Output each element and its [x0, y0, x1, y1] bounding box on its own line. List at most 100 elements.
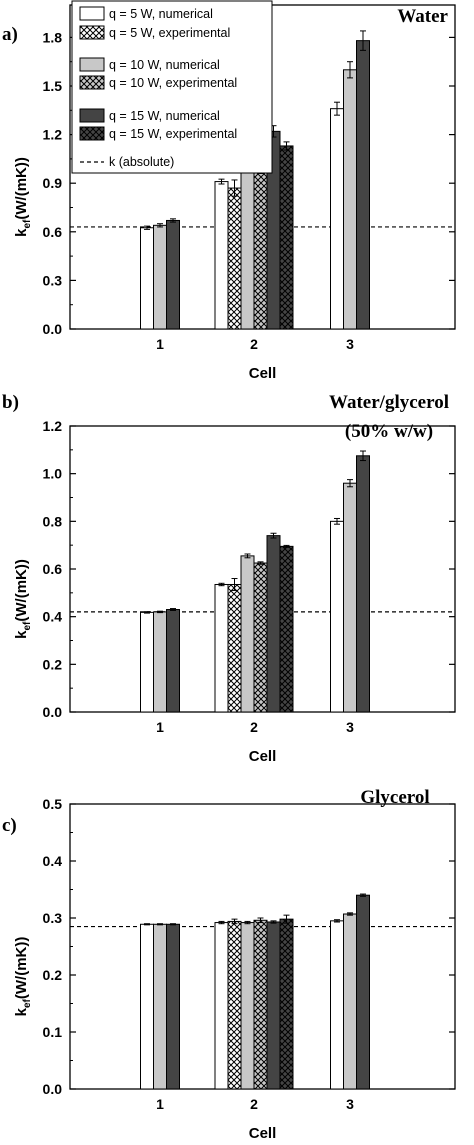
bar-q10num — [343, 69, 357, 330]
y-tick-label: 1.0 — [43, 466, 63, 482]
panel-label: c) — [2, 815, 17, 836]
chart-panel-3: 0.0 0.1 0.2 0.3 0.4 0.5 1 2 3 Cell kef(W/(mK)) c) Gl… — [2, 787, 456, 1142]
x-tick-label: 2 — [250, 336, 258, 352]
bar-q15num — [356, 455, 370, 713]
bar-q10num — [240, 151, 255, 330]
bar-q15num — [266, 535, 281, 713]
bar-q5num — [140, 923, 154, 1090]
y-tick-label: 1.2 — [43, 127, 63, 143]
bar-q10exp — [253, 562, 268, 713]
legend-swatch — [79, 75, 105, 90]
legend: q = 5 W, numerical q = 5 W, experimental q… — [71, 0, 273, 174]
x-tick-label: 3 — [346, 336, 354, 352]
y-tick-label: 0.0 — [43, 1081, 63, 1097]
y-tick-label: 1.2 — [43, 418, 63, 434]
chart-panel-2: 0.0 0.2 0.4 0.6 0.8 1.0 1.2 1 2 3 Cell kef(W/(mK)) b… — [2, 392, 456, 765]
bar-q15num — [166, 609, 180, 713]
legend-label: q = 10 W, numerical — [109, 58, 220, 72]
x-tick-label: 1 — [156, 336, 164, 352]
bar-q15num — [356, 894, 370, 1090]
y-tick-label: 0.3 — [43, 272, 63, 288]
y-tick-label: 0.0 — [43, 704, 63, 720]
y-tick-label: 0.8 — [43, 513, 63, 529]
bar-q10exp — [253, 161, 268, 330]
y-axis-label-unit: (W/(mK)) — [13, 559, 30, 621]
y-tick-label: 0.3 — [43, 910, 63, 926]
bar-q5num — [330, 920, 344, 1090]
legend-swatch — [79, 25, 105, 40]
panel-label: a) — [2, 24, 18, 45]
bar-q15num — [356, 40, 370, 330]
y-axis-label-sub: ef — [22, 219, 33, 229]
bar-q5exp — [227, 187, 242, 330]
bar-q15num — [166, 923, 180, 1090]
panel-label: b) — [2, 392, 19, 413]
y-tick-label: 0.4 — [43, 609, 63, 625]
bar-q10num — [343, 482, 357, 713]
chart-title: Water/glycerol — [329, 392, 449, 413]
x-tick-label: 2 — [250, 719, 258, 735]
legend-box — [71, 0, 273, 174]
legend-swatch — [79, 57, 105, 72]
bar-q15exp — [279, 545, 294, 713]
bar-q5exp — [227, 920, 242, 1090]
x-axis-label: Cell — [249, 1125, 277, 1142]
bar-q5num — [214, 583, 229, 713]
y-tick-label: 0.1 — [43, 1024, 63, 1040]
y-axis-label-unit: (W/(mK)) — [13, 157, 30, 219]
bar-q10num — [153, 923, 167, 1090]
x-tick-label: 3 — [346, 1096, 354, 1112]
bar-q15num — [266, 921, 281, 1090]
y-tick-label: 0.2 — [43, 967, 63, 983]
bar-q10num — [153, 611, 167, 713]
legend-swatch — [79, 108, 105, 123]
legend-label: q = 15 W, numerical — [109, 109, 220, 123]
y-tick-label: 0.2 — [43, 656, 63, 672]
bar-q10num — [153, 224, 167, 330]
x-tick-label: 1 — [156, 1096, 164, 1112]
legend-swatch — [79, 6, 105, 21]
y-axis-label-sub: ef — [22, 621, 33, 631]
bar-q5num — [140, 227, 154, 330]
bar-q10num — [343, 913, 357, 1090]
x-tick-label: 1 — [156, 719, 164, 735]
y-tick-label: 0.5 — [43, 796, 63, 812]
chart-title: Glycerol — [360, 787, 429, 808]
bar-q10num — [240, 922, 255, 1090]
x-tick-label: 2 — [250, 1096, 258, 1112]
bar-q5num — [214, 922, 229, 1090]
y-tick-label: 0.6 — [43, 561, 63, 577]
x-tick-label: 3 — [346, 719, 354, 735]
bar-q10num — [240, 555, 255, 713]
bar-q15num — [166, 219, 180, 330]
bar-q15exp — [279, 145, 294, 330]
chart-subtitle: (50% w/w) — [345, 421, 433, 442]
bar-q5num — [330, 108, 344, 330]
bar-q5num — [214, 181, 229, 330]
legend-label: q = 5 W, experimental — [109, 26, 230, 40]
y-axis-label: kef(W/(mK)) — [13, 559, 33, 639]
y-tick-label: 1.8 — [43, 29, 63, 45]
y-axis-label-main: k — [13, 1007, 30, 1016]
legend-swatch — [79, 126, 105, 141]
y-tick-label: 0.4 — [43, 853, 63, 869]
bar-q5exp — [227, 583, 242, 713]
bar-q5num — [330, 520, 344, 713]
legend-label: q = 15 W, experimental — [109, 127, 237, 141]
y-axis-label-main: k — [13, 228, 30, 237]
y-tick-label: 0.6 — [43, 224, 63, 240]
legend-label: q = 10 W, experimental — [109, 76, 237, 90]
x-axis-label: Cell — [249, 748, 277, 765]
y-axis-label-unit: (W/(mK)) — [13, 937, 30, 999]
x-axis-label: Cell — [249, 365, 277, 382]
y-axis-label: kef(W/(mK)) — [13, 157, 33, 237]
bar-q15exp — [279, 918, 294, 1090]
y-tick-label: 1.5 — [43, 78, 63, 94]
y-tick-label: 0.9 — [43, 175, 63, 191]
chart-title: Water — [397, 6, 448, 27]
y-axis-label: kef(W/(mK)) — [13, 937, 33, 1017]
legend-label: k (absolute) — [109, 155, 174, 169]
legend-label: q = 5 W, numerical — [109, 7, 213, 21]
bar-q10exp — [253, 919, 268, 1090]
